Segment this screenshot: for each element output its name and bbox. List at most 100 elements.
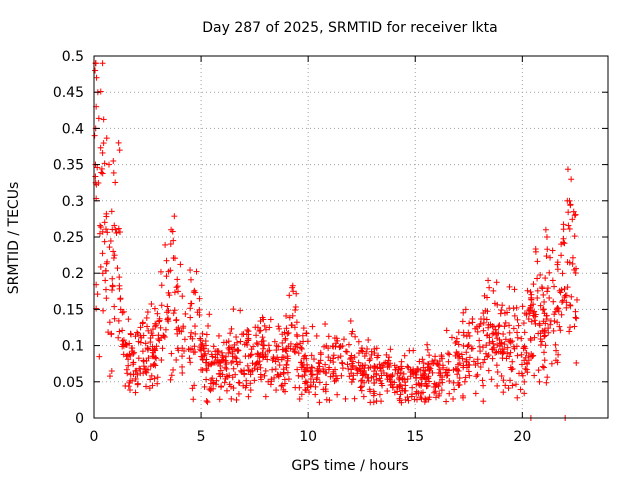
data-point	[210, 343, 217, 350]
data-point	[164, 316, 171, 323]
data-point	[507, 364, 514, 371]
data-point	[146, 385, 153, 392]
data-point	[436, 379, 443, 386]
data-point	[316, 379, 323, 386]
data-point	[214, 347, 221, 354]
data-point	[479, 377, 486, 384]
data-point	[313, 332, 320, 339]
data-point	[514, 352, 521, 359]
data-point	[127, 330, 134, 337]
data-point	[543, 316, 550, 323]
data-point	[435, 383, 442, 390]
data-point	[251, 377, 258, 384]
data-point	[500, 331, 507, 338]
x-axis-label: GPS time / hours	[291, 458, 408, 474]
data-point	[489, 355, 496, 362]
data-point	[563, 304, 570, 311]
data-point	[256, 353, 263, 360]
data-point	[378, 398, 385, 405]
data-point	[465, 368, 472, 375]
data-point	[257, 318, 264, 325]
data-point	[198, 353, 205, 360]
data-point	[463, 333, 470, 340]
data-point	[187, 305, 194, 312]
data-point	[483, 316, 490, 323]
data-point	[113, 230, 120, 237]
x-tick-label: 15	[406, 429, 424, 445]
data-point	[209, 375, 216, 382]
data-point	[316, 363, 323, 370]
data-point	[254, 366, 261, 373]
data-point	[101, 219, 108, 226]
data-point	[210, 379, 217, 386]
data-point	[191, 382, 198, 389]
data-point	[344, 348, 351, 355]
data-point	[566, 225, 573, 232]
data-point	[292, 306, 299, 313]
data-point	[203, 331, 210, 338]
data-point	[129, 345, 136, 352]
data-point	[507, 349, 514, 356]
data-point	[422, 367, 429, 374]
data-point	[540, 291, 547, 298]
data-point	[302, 380, 309, 387]
data-point	[460, 342, 467, 349]
data-point	[552, 341, 559, 348]
data-point	[267, 316, 274, 323]
data-point	[542, 320, 549, 327]
data-point	[179, 293, 186, 300]
data-point	[472, 390, 479, 397]
data-point	[546, 294, 553, 301]
data-point	[205, 348, 212, 355]
data-point	[117, 296, 124, 303]
data-point	[202, 359, 209, 366]
data-point	[162, 241, 169, 248]
data-point	[106, 244, 113, 251]
data-point	[501, 341, 508, 348]
data-point	[182, 310, 189, 317]
data-point	[502, 382, 509, 389]
data-point	[493, 362, 500, 369]
data-point	[158, 357, 165, 364]
data-point	[298, 345, 305, 352]
data-point	[338, 372, 345, 379]
data-point	[127, 371, 134, 378]
data-point	[167, 376, 174, 383]
data-point	[249, 360, 256, 367]
data-point	[355, 359, 362, 366]
data-point	[480, 382, 487, 389]
data-point	[358, 383, 365, 390]
data-point	[433, 394, 440, 401]
data-point	[524, 287, 531, 294]
data-point	[455, 379, 462, 386]
data-point	[210, 385, 217, 392]
data-point	[280, 370, 287, 377]
data-point	[507, 339, 514, 346]
data-point	[540, 364, 547, 371]
data-point	[243, 331, 250, 338]
data-point	[123, 341, 130, 348]
data-point	[109, 283, 116, 290]
data-point	[565, 209, 572, 216]
data-point	[557, 289, 564, 296]
data-point	[163, 257, 170, 264]
data-point	[531, 372, 538, 379]
data-point	[541, 327, 548, 334]
data-point	[288, 322, 295, 329]
data-point	[463, 364, 470, 371]
data-point	[206, 361, 213, 368]
data-point	[109, 275, 116, 282]
data-point	[271, 338, 278, 345]
data-point	[273, 387, 280, 394]
data-point	[159, 345, 166, 352]
data-point	[134, 329, 141, 336]
data-point	[483, 342, 490, 349]
data-point	[278, 382, 285, 389]
data-point	[531, 334, 538, 341]
data-point	[373, 345, 380, 352]
data-point	[502, 336, 509, 343]
data-point	[208, 351, 215, 358]
data-point	[284, 355, 291, 362]
data-point	[154, 380, 161, 387]
data-point	[521, 310, 528, 317]
